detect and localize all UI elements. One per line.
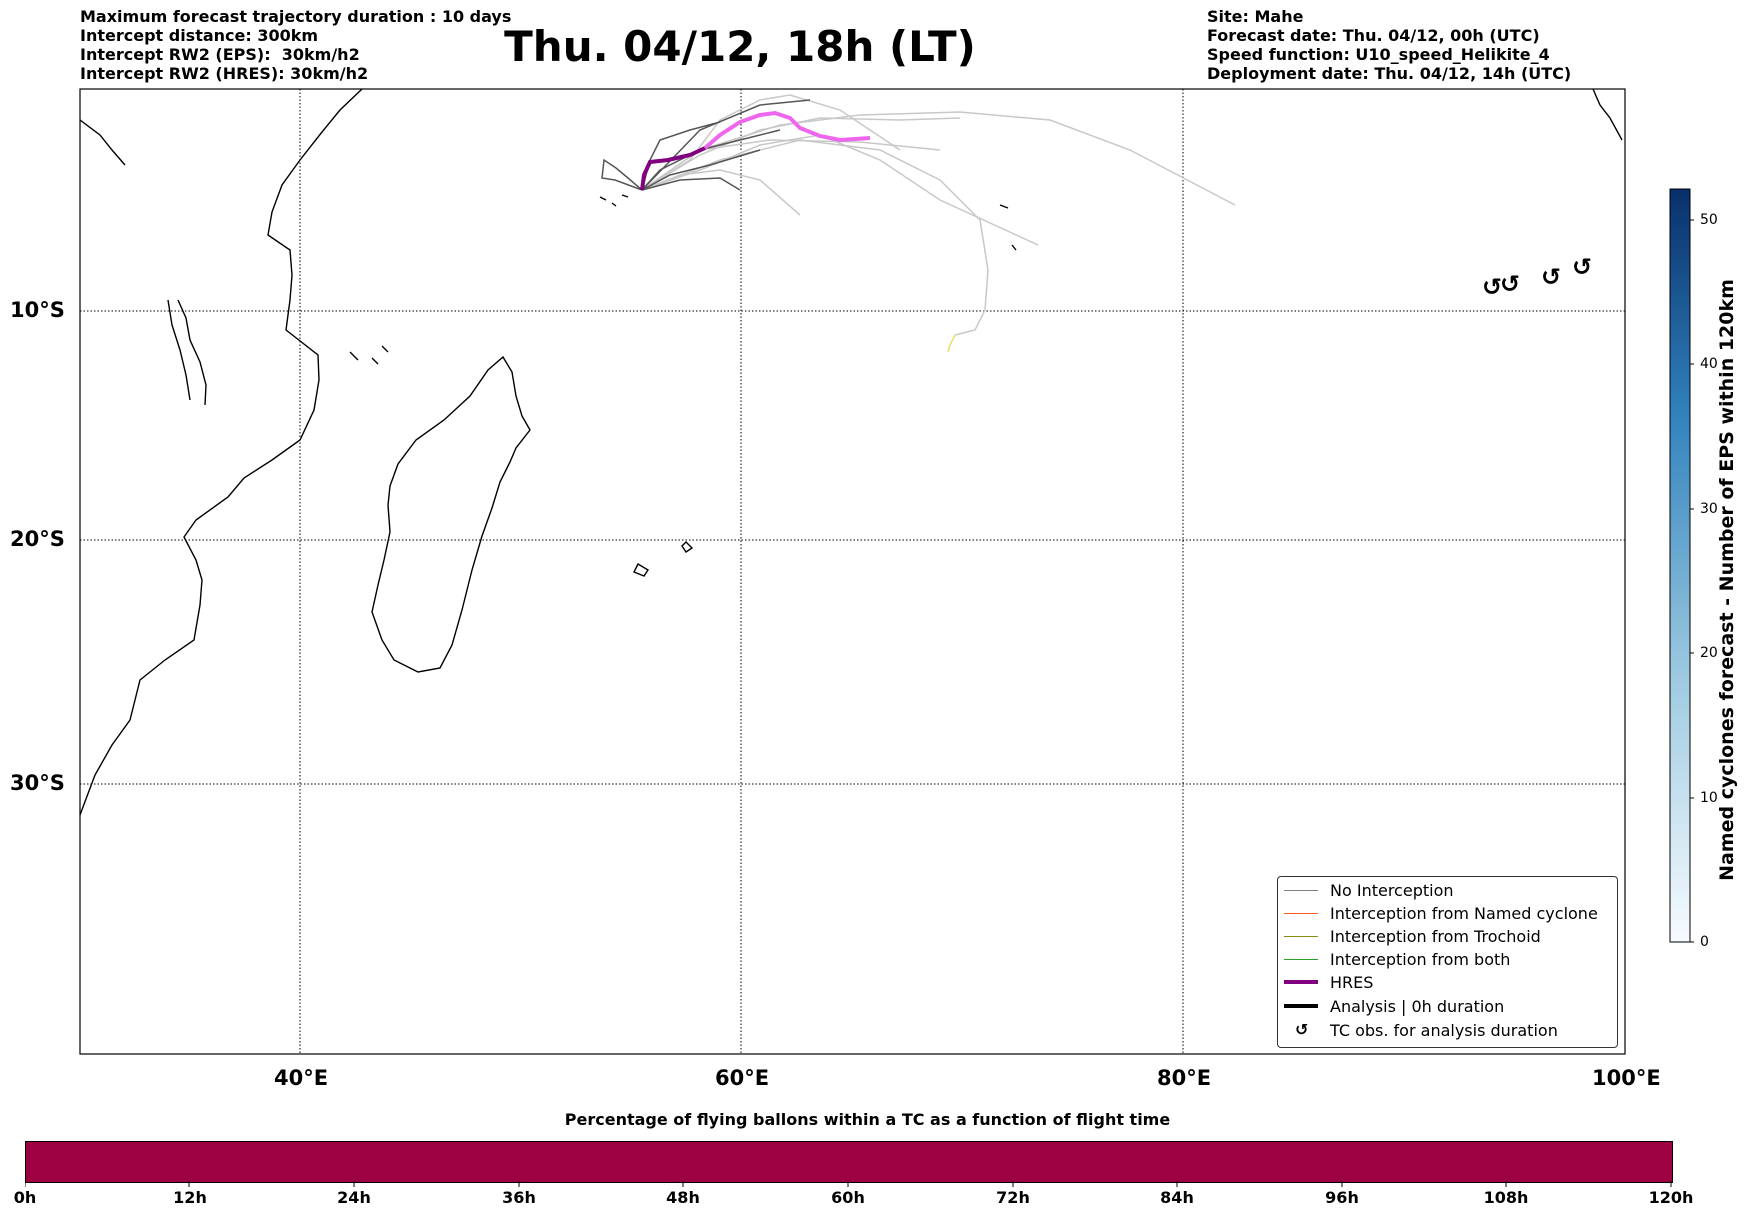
tc-obs-legend-icon: ↺	[1295, 1020, 1309, 1039]
colorbar-ticks	[1690, 219, 1694, 943]
tc-obs-symbol: ↺	[1500, 270, 1520, 298]
legend-swatch	[1284, 1004, 1318, 1008]
colorbar-vertical-label: Named cyclones forecast - Number of EPS …	[1716, 279, 1738, 881]
legend-swatch	[1284, 980, 1318, 984]
legend-label: TC obs. for analysis duration	[1330, 1021, 1558, 1040]
tc-obs-symbols: ↺ ↺ ↺ ↺	[1482, 253, 1592, 301]
yellow-track	[947, 334, 956, 353]
lon-label-100e: 100°E	[1592, 1066, 1661, 1090]
page-title: Thu. 04/12, 18h (LT)	[504, 22, 976, 71]
colorbar-horizontal-ticks	[25, 1181, 1672, 1187]
hbar-tick-label: 60h	[831, 1188, 865, 1207]
legend-swatch	[1284, 890, 1318, 891]
hbar-tick-label: 96h	[1325, 1188, 1359, 1207]
header-duration: Maximum forecast trajectory duration : 1…	[80, 7, 512, 26]
legend-label: HRES	[1330, 973, 1374, 992]
colorbar-tick-40: 40	[1700, 356, 1718, 372]
header-intercept-hres: Intercept RW2 (HRES): 30km/h2	[80, 64, 369, 83]
hbar-tick-label: 12h	[173, 1188, 207, 1207]
legend-swatch	[1284, 959, 1318, 960]
reunion	[681, 541, 694, 553]
lon-label-80e: 80°E	[1157, 1066, 1212, 1090]
hbar-tick-label: 72h	[996, 1188, 1030, 1207]
chagos-islands	[999, 204, 1017, 251]
tc-obs-symbol: ↺	[1572, 253, 1592, 281]
legend-item-tc-obs: ↺ TC obs. for analysis duration	[1278, 1020, 1617, 1042]
header-intercept-distance: Intercept distance: 300km	[80, 26, 319, 45]
lat-label-20s: 20°S	[10, 527, 65, 551]
lon-label-40e: 40°E	[274, 1066, 329, 1090]
legend-item-named-cyclone: Interception from Named cyclone	[1278, 903, 1617, 925]
legend-swatch	[1284, 936, 1318, 937]
comoros	[349, 345, 389, 365]
header-intercept-eps: Intercept RW2 (EPS): 30km/h2	[80, 45, 360, 64]
legend-item-hres: HRES	[1278, 972, 1617, 994]
colorbar-tick-50: 50	[1700, 212, 1718, 228]
legend-label: Interception from Named cyclone	[1330, 904, 1598, 923]
hbar-tick-label: 0h	[13, 1188, 37, 1207]
eps-track	[641, 139, 941, 191]
legend-label: Interception from Trochoid	[1330, 927, 1541, 946]
seychelles-islands	[599, 194, 629, 207]
header-site: Site: Mahe	[1207, 7, 1304, 26]
lake-malawi	[167, 299, 191, 401]
legend-item-trochoid: Interception from Trochoid	[1278, 926, 1617, 948]
lon-label-60e: 60°E	[715, 1066, 770, 1090]
colorbar-tick-10: 10	[1700, 790, 1718, 806]
legend: No Interception Interception from Named …	[1277, 876, 1618, 1048]
lat-label-10s: 10°S	[10, 298, 65, 322]
eps-track	[641, 169, 801, 216]
lat-label-30s: 30°S	[10, 771, 65, 795]
colorbar-horizontal-title: Percentage of flying ballons within a TC…	[564, 1110, 1171, 1129]
legend-label: Analysis | 0h duration	[1330, 997, 1505, 1016]
legend-item-no-interception: No Interception	[1278, 880, 1617, 902]
australia-tip	[1592, 88, 1623, 141]
hbar-tick-label: 84h	[1160, 1188, 1194, 1207]
coastlines	[79, 88, 1623, 816]
header-forecast-date: Forecast date: Thu. 04/12, 00h (UTC)	[1207, 26, 1540, 45]
legend-label: No Interception	[1330, 881, 1454, 900]
mozambique-coastline	[177, 299, 207, 406]
eps-track	[641, 111, 1236, 206]
hbar-tick-label: 36h	[502, 1188, 536, 1207]
colorbar-vertical	[1669, 188, 1694, 943]
eps-track	[641, 94, 901, 191]
legend-label: Interception from both	[1330, 950, 1511, 969]
hres-track-late	[703, 110, 871, 150]
tc-obs-symbol: ↺	[1541, 263, 1561, 291]
legend-item-both: Interception from both	[1278, 949, 1617, 971]
eps-track	[641, 149, 761, 191]
header-deployment-date: Deployment date: Thu. 04/12, 14h (UTC)	[1207, 64, 1572, 83]
colorbar-horizontal-bar	[25, 1141, 1673, 1183]
arabia-horn-coastline	[79, 119, 126, 166]
eps-track	[641, 177, 741, 191]
hbar-tick-label: 48h	[666, 1188, 700, 1207]
tc-obs-symbol: ↺	[1482, 273, 1502, 301]
hbar-tick-label: 24h	[337, 1188, 371, 1207]
colorbar-tick-20: 20	[1700, 645, 1718, 661]
colorbar-gradient	[1669, 188, 1691, 943]
colorbar-tick-30: 30	[1700, 501, 1718, 517]
colorbar-tick-0: 0	[1700, 934, 1709, 950]
hbar-tick-label: 120h	[1648, 1188, 1694, 1207]
madagascar-coastline	[371, 355, 531, 673]
africa-coastline	[79, 88, 363, 816]
hbar-tick-label: 108h	[1483, 1188, 1529, 1207]
hres-track-early	[640, 146, 706, 191]
header-speed-function: Speed function: U10_speed_Helikite_4	[1207, 45, 1550, 64]
legend-item-analysis: Analysis | 0h duration	[1278, 996, 1617, 1018]
eps-track	[601, 158, 643, 191]
legend-swatch	[1284, 913, 1318, 914]
mauritius	[633, 563, 649, 577]
